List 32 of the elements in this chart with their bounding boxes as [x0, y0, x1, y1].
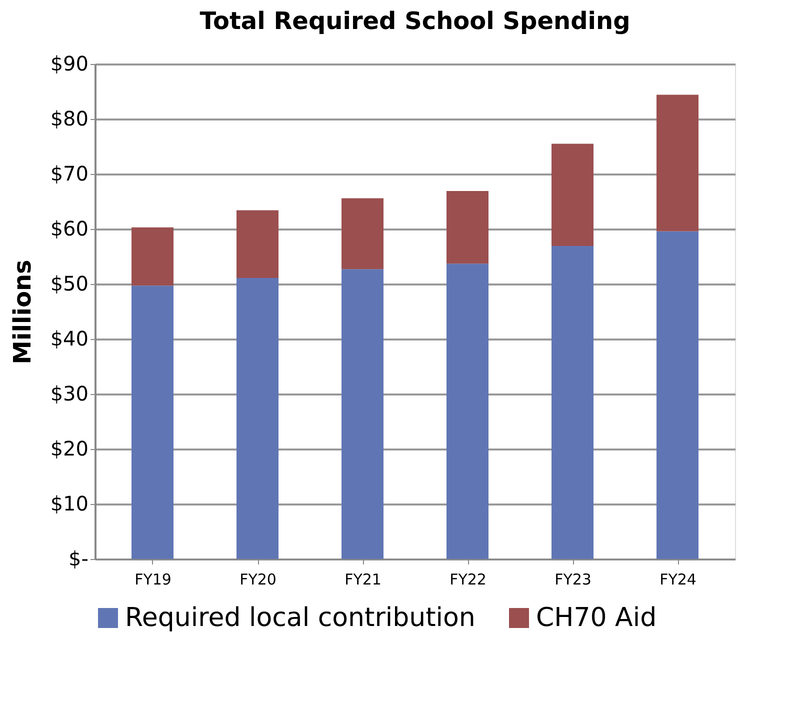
- bar: [656, 231, 698, 559]
- bar: [132, 286, 174, 559]
- chart-title: Total Required School Spending: [200, 7, 630, 35]
- y-axis-title: Millions: [8, 260, 36, 364]
- x-tick-label: FY23: [554, 570, 592, 588]
- x-tick-label: FY19: [134, 570, 172, 588]
- y-tick-label: $-: [68, 546, 88, 570]
- y-tick-label: $40: [50, 326, 88, 350]
- x-tick-label: FY22: [450, 570, 486, 588]
- bar: [236, 210, 278, 278]
- bar: [342, 269, 384, 559]
- y-tick-label: $90: [50, 52, 88, 76]
- bar: [552, 144, 594, 246]
- x-tick-label: FY20: [240, 570, 276, 588]
- y-tick-label: $20: [50, 436, 88, 460]
- x-tick-label: FY21: [344, 570, 382, 588]
- legend-label: CH70 Aid: [536, 603, 657, 633]
- bar: [446, 264, 488, 559]
- legend-label: Required local contribution: [125, 603, 476, 633]
- y-tick-label: $60: [50, 216, 88, 240]
- y-tick-label: $50: [50, 272, 88, 296]
- y-tick-label: $10: [50, 492, 88, 516]
- y-tick-label: $30: [50, 382, 88, 406]
- x-tick-label: FY24: [660, 570, 696, 588]
- bar: [446, 191, 488, 264]
- bar: [656, 94, 698, 232]
- y-tick-label: $70: [50, 162, 88, 186]
- bar: [552, 246, 594, 559]
- bar: [132, 227, 174, 286]
- y-tick-label: $80: [50, 106, 88, 130]
- bar: [236, 278, 278, 559]
- bar: [342, 198, 384, 270]
